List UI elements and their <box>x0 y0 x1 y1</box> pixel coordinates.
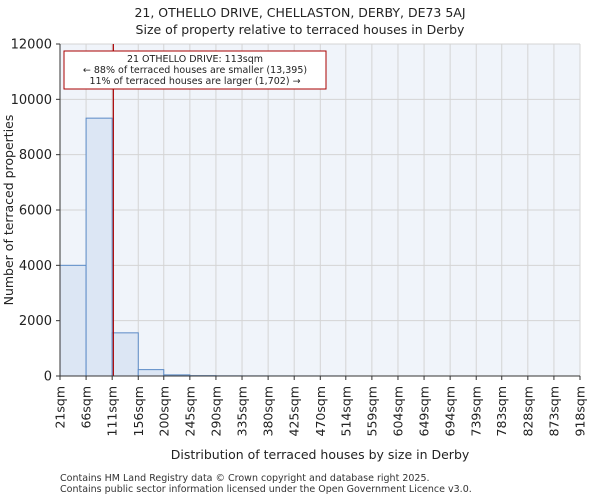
x-tick-label: 200sqm <box>156 386 171 436</box>
x-tick-label: 245sqm <box>182 386 197 436</box>
footer-line-2: Contains public sector information licen… <box>60 484 472 495</box>
y-tick-label: 8000 <box>19 148 52 163</box>
annotation-frame <box>63 50 327 90</box>
x-tick-label: 290sqm <box>208 386 223 436</box>
histogram-bar <box>111 332 139 377</box>
x-tick-label: 783sqm <box>494 386 509 436</box>
annotation-title: 21 OTHELLO DRIVE: 113sqm <box>127 54 263 65</box>
x-axis-label: Distribution of terraced houses by size … <box>171 447 470 462</box>
x-tick-label: 156sqm <box>131 386 146 436</box>
x-tick-label: 514sqm <box>338 386 353 436</box>
x-tick-label: 604sqm <box>390 386 405 436</box>
x-tick-label: 66sqm <box>79 386 94 429</box>
histogram-bar <box>137 369 165 377</box>
x-tick-label: 873sqm <box>546 386 561 436</box>
y-tick-label: 0 <box>44 370 52 385</box>
y-axis-label: Number of terraced properties <box>1 115 16 306</box>
x-tick-label: 425sqm <box>287 386 302 436</box>
y-tick-label: 10000 <box>11 93 52 108</box>
x-tick-label: 828sqm <box>520 386 535 436</box>
footer-line-1: Contains HM Land Registry data © Crown c… <box>60 473 430 484</box>
x-tick-label: 335sqm <box>235 386 250 436</box>
x-tick-label: 380sqm <box>261 386 276 436</box>
gridlines <box>59 43 581 377</box>
x-tick-label: 649sqm <box>417 386 432 436</box>
axes: 0 2000 4000 6000 8000 10000 12000 21sqm 66sqm 111… <box>1 38 588 463</box>
histogram-bar <box>85 117 113 377</box>
annotation-box: 21 OTHELLO DRIVE: 113sqm← 88% of terrace… <box>63 50 327 90</box>
x-tick-label: 918sqm <box>573 386 588 436</box>
histogram-bar <box>59 264 87 377</box>
y-tick-label: 4000 <box>19 259 52 274</box>
chart-title-address: 21, OTHELLO DRIVE, CHELLASTON, DERBY, DE… <box>134 5 466 20</box>
y-tick-label: 12000 <box>11 38 52 53</box>
x-tick-label: 470sqm <box>313 386 328 436</box>
x-tick-label: 739sqm <box>469 386 484 436</box>
footer: Contains HM Land Registry data © Crown c… <box>60 473 472 495</box>
annotation-smaller: ← 88% of terraced houses are smaller (13… <box>83 65 307 76</box>
y-tick-label: 6000 <box>19 204 52 219</box>
x-tick-label: 111sqm <box>105 386 120 436</box>
x-tick-label: 694sqm <box>443 386 458 436</box>
annotation-larger: 11% of terraced houses are larger (1,702… <box>89 76 300 87</box>
plot-svg: 0 2000 4000 6000 8000 10000 12000 21sqm 66sqm 111… <box>1 38 588 463</box>
y-tick-label: 2000 <box>19 314 52 329</box>
bars <box>59 117 347 377</box>
chart-subtitle: Size of property relative to terraced ho… <box>135 22 465 37</box>
x-tick-label: 559sqm <box>364 386 379 436</box>
x-tick-label: 21sqm <box>53 386 68 429</box>
